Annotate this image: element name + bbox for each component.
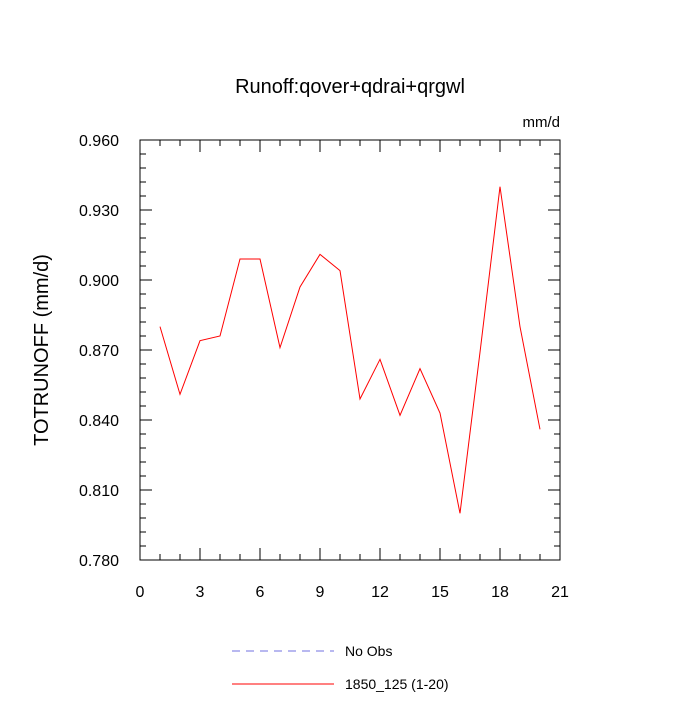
x-tick-label: 21 [551,584,569,601]
units-label: mm/d [523,114,561,131]
y-tick-label: 0.840 [79,413,119,430]
x-tick-label: 3 [196,584,205,601]
series-line-1 [159,186,541,514]
y-tick-label: 0.780 [79,553,119,570]
y-tick-label: 0.870 [79,343,119,360]
y-tick-label: 0.810 [79,483,119,500]
x-tick-label: 6 [256,584,265,601]
x-tick-label: 0 [136,584,145,601]
legend-label: 1850_125 (1-20) [345,676,449,692]
x-tick-label: 12 [371,584,389,601]
axis-ticks: 0 3 6 9 12 15 18 21 0.780 0.810 0.840 0.870 0.900 0.9… [79,133,569,601]
x-tick-label: 18 [491,584,509,601]
legend: No Obs 1850_125 (1-20) [232,643,449,692]
x-tick-label: 9 [316,584,325,601]
y-tick-label: 0.930 [79,203,119,220]
data-series [159,186,541,514]
y-tick-label: 0.900 [79,273,119,290]
plot-frame [139,139,561,561]
legend-label: No Obs [345,643,392,659]
chart-title: Runoff:qover+qdrai+qrgwl [235,76,465,98]
y-axis-label: TOTRUNOFF (mm/d) [31,254,53,446]
y-tick-label: 0.960 [79,133,119,150]
x-tick-label: 15 [431,584,449,601]
